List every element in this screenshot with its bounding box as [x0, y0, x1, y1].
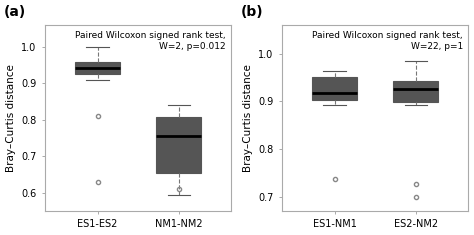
PathPatch shape — [393, 81, 438, 102]
PathPatch shape — [75, 62, 120, 74]
PathPatch shape — [312, 78, 357, 100]
Text: Paired Wilcoxon signed rank test,
W=2, p=0.012: Paired Wilcoxon signed rank test, W=2, p… — [75, 31, 226, 51]
Text: Paired Wilcoxon signed rank test,
W=22, p=1: Paired Wilcoxon signed rank test, W=22, … — [312, 31, 463, 51]
Text: (b): (b) — [241, 5, 264, 20]
Y-axis label: Bray–Curtis distance: Bray–Curtis distance — [243, 64, 253, 172]
PathPatch shape — [156, 117, 201, 173]
Text: (a): (a) — [4, 5, 26, 20]
Y-axis label: Bray–Curtis distance: Bray–Curtis distance — [6, 64, 16, 172]
